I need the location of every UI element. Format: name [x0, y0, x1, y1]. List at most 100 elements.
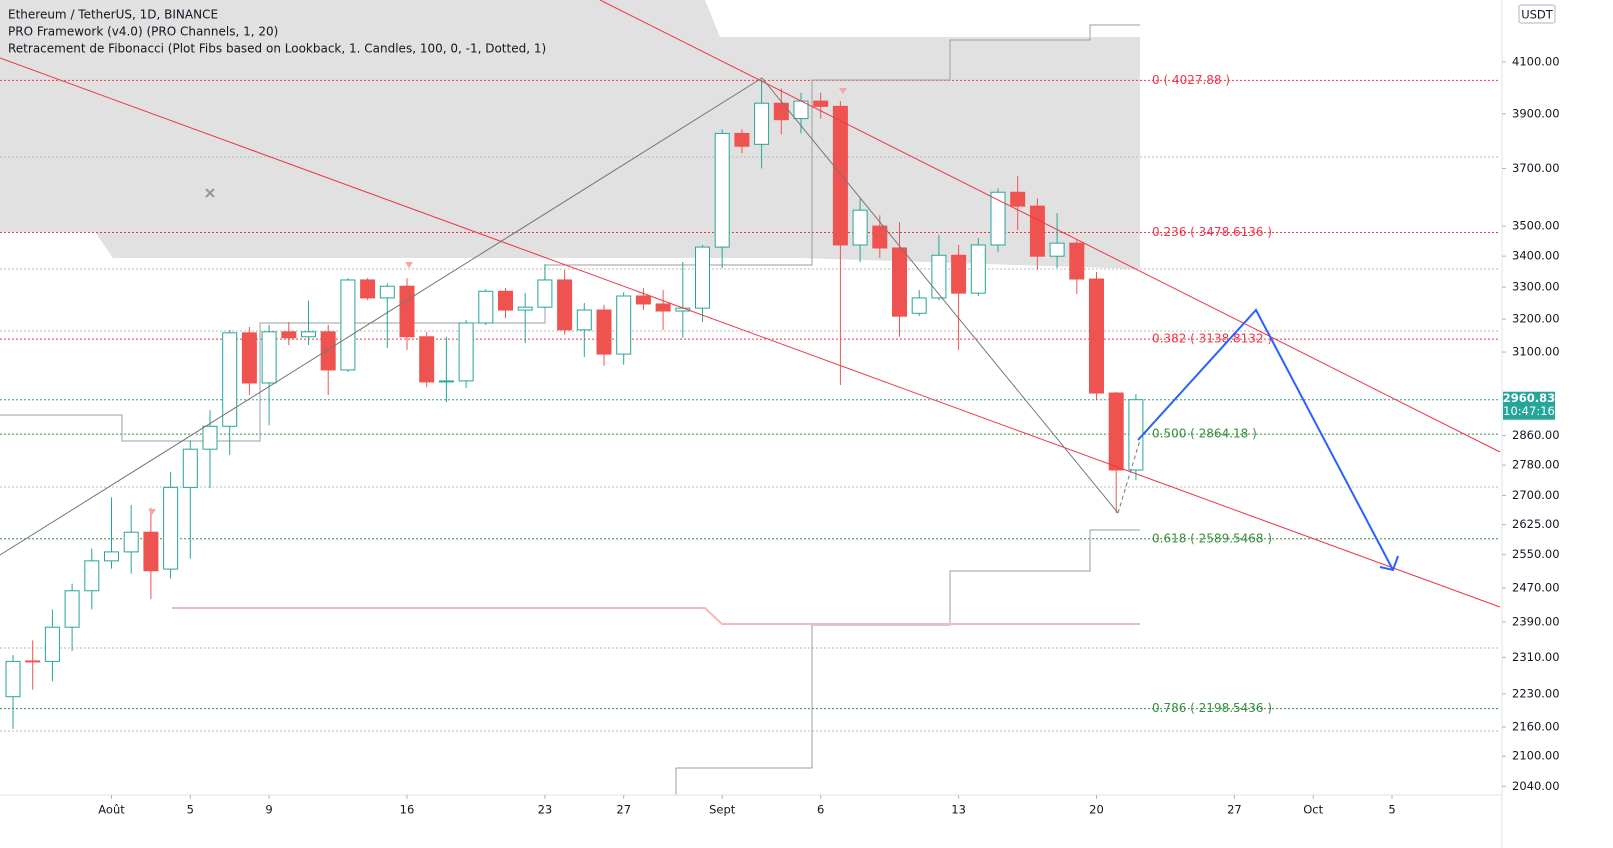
candle [911, 290, 927, 317]
currency-box [1518, 4, 1556, 24]
candle-body [951, 254, 967, 294]
candle [104, 497, 119, 569]
candle [537, 264, 553, 309]
candle-body [655, 303, 671, 312]
x-tick-label: 20 [1089, 803, 1104, 817]
arrow-head [1379, 555, 1399, 572]
candle-body [813, 100, 829, 107]
candle-body [498, 290, 513, 311]
trend-line [0, 57, 1501, 608]
x-tick-label: 16 [400, 803, 415, 817]
candle-body [182, 448, 198, 488]
candle-body [911, 297, 927, 314]
candle-body [478, 290, 494, 324]
y-tick-label: 2700.00 [1512, 488, 1560, 502]
price-axis [1502, 0, 1613, 848]
y-tick-label: 3400.00 [1512, 249, 1560, 263]
candle [64, 583, 80, 652]
candle [84, 548, 100, 610]
candle-body [241, 332, 257, 384]
y-tick-label: 4100.00 [1512, 54, 1560, 68]
candle-body [340, 279, 356, 371]
x-tick-label: Sept [709, 803, 736, 817]
candles [5, 80, 1144, 729]
candle [872, 215, 888, 259]
y-tick-label: 2390.00 [1512, 614, 1560, 628]
y-tick-label: 3500.00 [1512, 219, 1560, 233]
candle-body [1049, 242, 1065, 257]
candle [813, 92, 829, 119]
candle-body [419, 336, 435, 383]
fib-label: 0.500 ( 2864.18 ) [1152, 427, 1257, 441]
candle-body [734, 132, 750, 147]
candle-body [123, 531, 139, 553]
last-price-label: 2960.83 [1503, 391, 1555, 405]
candle-body [222, 332, 238, 427]
candle [360, 278, 376, 301]
support-line [172, 607, 1140, 625]
candle-body [1089, 278, 1104, 394]
zigzag-line [0, 77, 1119, 556]
candle-body [517, 306, 533, 311]
x-tick-label: 9 [265, 803, 272, 817]
chart-title: Ethereum / TetherUS, 1D, BINANCE [8, 8, 218, 22]
x-tick-label: 27 [1227, 803, 1242, 817]
candle [241, 326, 257, 396]
candle [635, 288, 651, 311]
candle-body [320, 331, 336, 371]
candle [261, 324, 277, 426]
candle-body [557, 279, 573, 331]
candle [458, 320, 474, 389]
projection-arrow [1137, 308, 1394, 571]
candle-body [832, 105, 848, 246]
candle-body [5, 660, 21, 698]
y-tick-label: 2230.00 [1512, 686, 1560, 700]
x-tick-label: 27 [616, 803, 631, 817]
candle [498, 288, 513, 319]
candle [754, 80, 770, 169]
candle-body [104, 551, 119, 562]
y-tick-label: 2100.00 [1512, 749, 1560, 763]
x-tick-label: 5 [1388, 803, 1395, 817]
candle [379, 283, 395, 349]
y-tick-label: 3900.00 [1512, 106, 1560, 120]
candle [990, 188, 1006, 253]
candle-body [990, 191, 1006, 246]
candle-body [281, 331, 297, 339]
y-tick-label: 2470.00 [1512, 580, 1560, 594]
y-tick-label: 2040.00 [1512, 779, 1560, 793]
candle [892, 221, 907, 337]
candle [970, 238, 986, 297]
y-tick-label: 2780.00 [1512, 458, 1560, 472]
y-tick-label: 3100.00 [1512, 345, 1560, 359]
x-tick-label: 5 [187, 803, 194, 817]
candle [419, 331, 435, 388]
candle [557, 270, 573, 335]
candle [1128, 394, 1144, 481]
candle [399, 278, 415, 351]
candle-body [576, 309, 592, 331]
x-tick-label: 6 [817, 803, 824, 817]
candle-body [64, 590, 80, 628]
y-tick-label: 3300.00 [1512, 280, 1560, 294]
candle-body [616, 295, 632, 355]
candle [655, 290, 671, 330]
candle [1010, 176, 1026, 230]
candle-body [379, 285, 395, 299]
candle [951, 244, 967, 351]
candle-body [852, 209, 868, 246]
axes: 4100.00 3900.00 3700.00 3500.00 3400.00 3300.… [98, 54, 1559, 816]
candle-body [1108, 392, 1124, 471]
time-axis [0, 795, 1502, 848]
candle [5, 655, 21, 729]
candle [576, 303, 592, 358]
candle-body [635, 295, 651, 305]
candle-body [301, 331, 316, 338]
candle [182, 440, 198, 559]
indicator-label: Retracement de Fibonacci (Plot Fibs base… [8, 42, 546, 56]
y-tick-label: 2625.00 [1512, 517, 1560, 531]
candle-body [25, 660, 41, 663]
candle [163, 472, 179, 579]
candle-body [84, 560, 100, 592]
